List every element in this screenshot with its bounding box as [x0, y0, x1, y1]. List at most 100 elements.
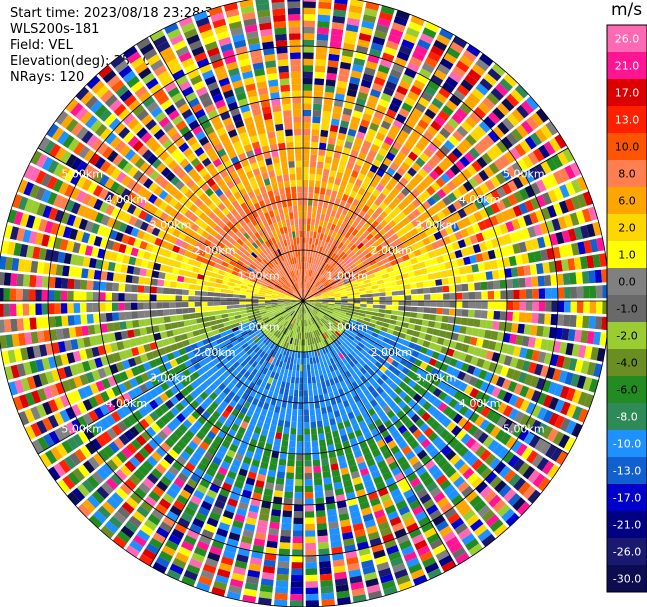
- ppi-gate: [99, 313, 107, 323]
- ppi-gate: [417, 301, 425, 307]
- ppi-gate: [201, 286, 209, 291]
- ppi-gate: [374, 361, 383, 369]
- ppi-gate: [71, 487, 86, 502]
- ppi-gate: [409, 499, 421, 511]
- ppi-gate: [179, 489, 192, 500]
- ppi-gate: [38, 372, 49, 386]
- ppi-gate: [428, 447, 440, 459]
- ppi-gate: [406, 370, 416, 379]
- ppi-gate: [276, 573, 289, 582]
- ppi-gate: [482, 339, 491, 349]
- ppi-gate: [270, 326, 276, 333]
- ppi-gate: [303, 46, 314, 53]
- ppi-gate: [536, 392, 547, 406]
- ppi-gate: [265, 307, 273, 311]
- ppi-gate: [375, 215, 384, 224]
- ppi-gate: [349, 263, 357, 270]
- ppi-gate: [371, 312, 379, 317]
- ppi-gate: [306, 282, 310, 290]
- ppi-gate: [220, 516, 233, 526]
- ppi-gate: [329, 244, 335, 251]
- ppi-gate: [403, 33, 418, 44]
- ppi-gate: [358, 391, 366, 400]
- ppi-gate: [570, 301, 578, 313]
- ppi-gate: [365, 266, 373, 272]
- ppi-gate: [450, 517, 465, 530]
- ppi-gate: [406, 265, 414, 272]
- ppi-gate: [298, 390, 303, 397]
- ppi-gate: [397, 350, 406, 358]
- ppi-gate: [410, 257, 418, 265]
- ppi-gate: [162, 516, 176, 528]
- ppi-gate: [318, 335, 324, 342]
- ppi-gate: [547, 464, 560, 479]
- ppi-gate: [533, 250, 542, 262]
- ppi-gate: [304, 307, 306, 314]
- ppi-gate: [273, 321, 280, 327]
- ppi-gate: [353, 327, 360, 333]
- ppi-gate: [266, 475, 276, 484]
- ppi-gate: [239, 304, 246, 308]
- ppi-gate: [248, 358, 255, 366]
- ppi-gate: [426, 481, 438, 493]
- ppi-gate: [237, 357, 245, 365]
- ppi-gate: [118, 433, 130, 446]
- ppi-gate: [304, 479, 313, 486]
- ppi-gate: [456, 143, 468, 155]
- ppi-gate: [407, 323, 416, 330]
- ppi-gate: [297, 415, 303, 423]
- ppi-gate: [339, 335, 346, 342]
- ppi-gate: [436, 210, 446, 220]
- ppi-gate: [322, 168, 330, 176]
- ppi-gate: [174, 335, 182, 343]
- ppi-gate: [308, 186, 314, 194]
- ppi-gate: [249, 351, 257, 358]
- ppi-gate: [280, 381, 286, 389]
- ppi-gate: [442, 308, 450, 315]
- ppi-gate: [300, 358, 303, 365]
- ppi-gate: [287, 453, 295, 461]
- ppi-gate: [123, 380, 133, 391]
- ppi-gate: [303, 390, 308, 397]
- ppi-gate: [214, 287, 221, 293]
- ppi-gate: [268, 528, 279, 536]
- ppi-gate: [496, 376, 506, 388]
- ppi-gate: [227, 373, 235, 382]
- ppi-gate: [259, 350, 266, 358]
- ppi-gate: [308, 396, 314, 403]
- ppi-gate: [221, 482, 233, 492]
- ppi-gate: [391, 246, 400, 254]
- ppi-gate: [500, 169, 512, 182]
- ppi-gate: [309, 173, 316, 181]
- ppi-gate: [460, 275, 468, 283]
- ppi-gate: [266, 369, 272, 377]
- ppi-gate: [370, 203, 379, 212]
- ppi-gate: [394, 355, 403, 363]
- ppi-gate: [275, 477, 285, 485]
- ppi-gate: [236, 389, 244, 398]
- ppi-gate: [471, 263, 479, 273]
- ppi-gate: [203, 436, 213, 446]
- ppi-gate: [577, 241, 586, 255]
- ppi-gate: [397, 285, 405, 291]
- ppi-gate: [218, 327, 226, 333]
- ppi-gate: [342, 107, 353, 116]
- ppi-gate: [213, 306, 221, 311]
- ppi-gate: [194, 302, 202, 307]
- ppi-gate: [29, 360, 39, 374]
- ppi-gate: [180, 540, 195, 552]
- ppi-gate: [251, 360, 258, 368]
- ppi-gate: [327, 515, 338, 523]
- ppi-gate: [23, 361, 33, 376]
- ppi-gate: [59, 409, 71, 423]
- ppi-gate: [254, 406, 262, 415]
- ppi-gate: [387, 74, 400, 85]
- ppi-gate: [195, 354, 204, 362]
- ppi-gate: [282, 433, 289, 441]
- ppi-gate: [305, 288, 308, 295]
- ppi-gate: [352, 184, 360, 193]
- ppi-gate: [243, 363, 251, 371]
- ppi-gate: [436, 337, 445, 345]
- ppi-gate: [209, 374, 218, 382]
- ppi-gate: [351, 587, 366, 597]
